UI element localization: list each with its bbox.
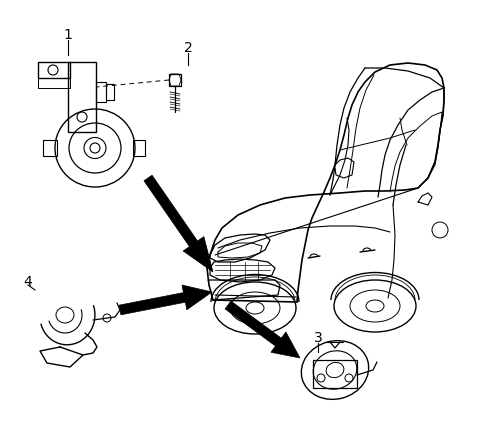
Text: 3: 3 — [313, 331, 323, 345]
Text: 1: 1 — [63, 28, 72, 42]
Text: 2: 2 — [184, 41, 192, 55]
Bar — [169, 74, 181, 86]
Circle shape — [90, 143, 100, 153]
Bar — [38, 62, 70, 78]
Bar — [43, 140, 57, 156]
Bar — [96, 82, 106, 102]
Polygon shape — [144, 175, 213, 272]
Bar — [106, 84, 114, 100]
Polygon shape — [119, 285, 212, 315]
Text: 4: 4 — [24, 275, 32, 289]
Bar — [313, 360, 357, 388]
Bar — [38, 78, 70, 88]
Polygon shape — [225, 301, 300, 358]
Bar — [133, 140, 145, 156]
Bar — [68, 62, 96, 132]
